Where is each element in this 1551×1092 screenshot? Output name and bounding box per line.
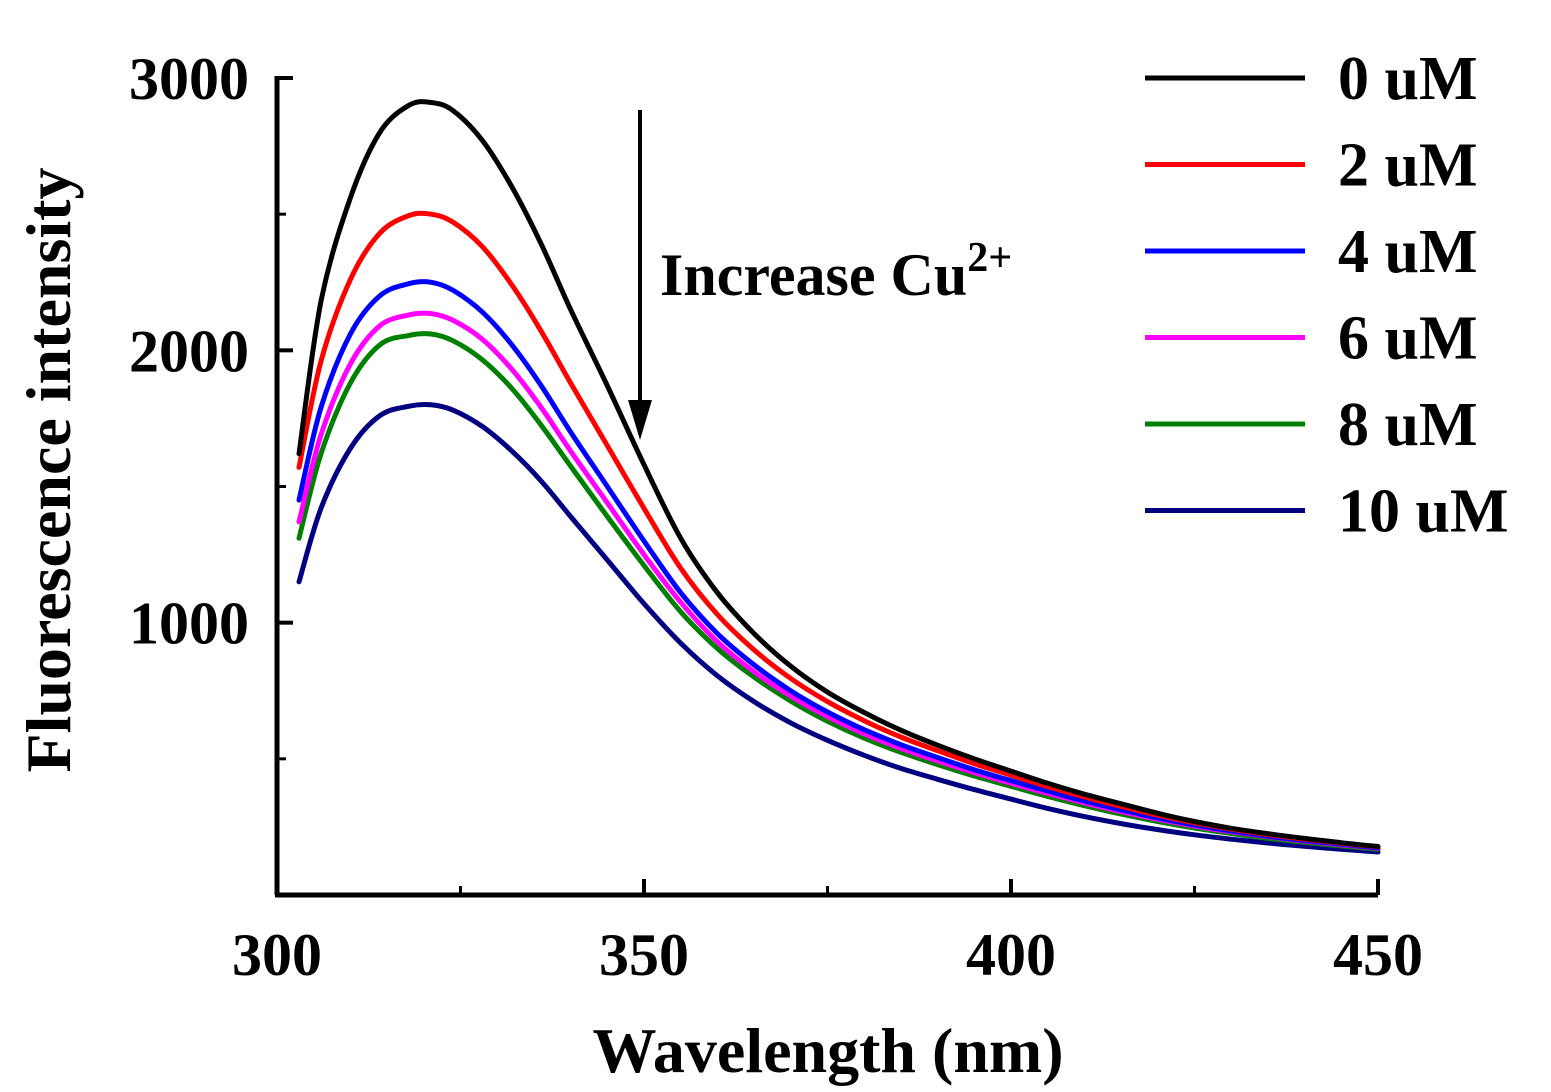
y-axis-title: Fluorescence intensity [13, 168, 84, 773]
y-tick-label: 1000 [129, 591, 249, 657]
legend-label: 6 uM [1338, 305, 1478, 373]
axes: 300 350 400 450 1000 2000 3000 [129, 46, 1423, 988]
series-line-4-um [296, 279, 1381, 851]
series-line-10-um [296, 401, 1381, 855]
annotation-label: Increase Cu2+ [660, 235, 1012, 308]
series-line-8-um [296, 331, 1381, 852]
legend-label: 0 uM [1338, 45, 1478, 113]
legend-label: 8 uM [1338, 391, 1478, 459]
x-tick-label: 400 [966, 922, 1056, 988]
x-tick-label: 350 [599, 922, 689, 988]
annotation-superscript: 2+ [967, 235, 1012, 281]
legend-label: 2 uM [1338, 132, 1478, 200]
y-tick-label: 3000 [129, 46, 249, 112]
x-axis-title: Wavelength (nm) [592, 1015, 1063, 1086]
y-tick-label: 2000 [129, 318, 249, 384]
legend: 0 uM 2 uM 4 uM 6 uM 8 uM 10 uM [1145, 45, 1509, 546]
series-line-0-um [296, 99, 1381, 849]
legend-label: 10 uM [1338, 478, 1509, 546]
annotation-text: Increase Cu [660, 242, 967, 308]
x-tick-label: 300 [232, 922, 322, 988]
annotation: Increase Cu2+ [628, 110, 1012, 440]
arrow-head [628, 400, 652, 440]
legend-label: 4 uM [1338, 218, 1478, 286]
x-tick-label: 450 [1333, 922, 1423, 988]
series-line-2-um [296, 210, 1381, 850]
series-lines [296, 99, 1381, 855]
series-line-6-um [296, 310, 1381, 851]
